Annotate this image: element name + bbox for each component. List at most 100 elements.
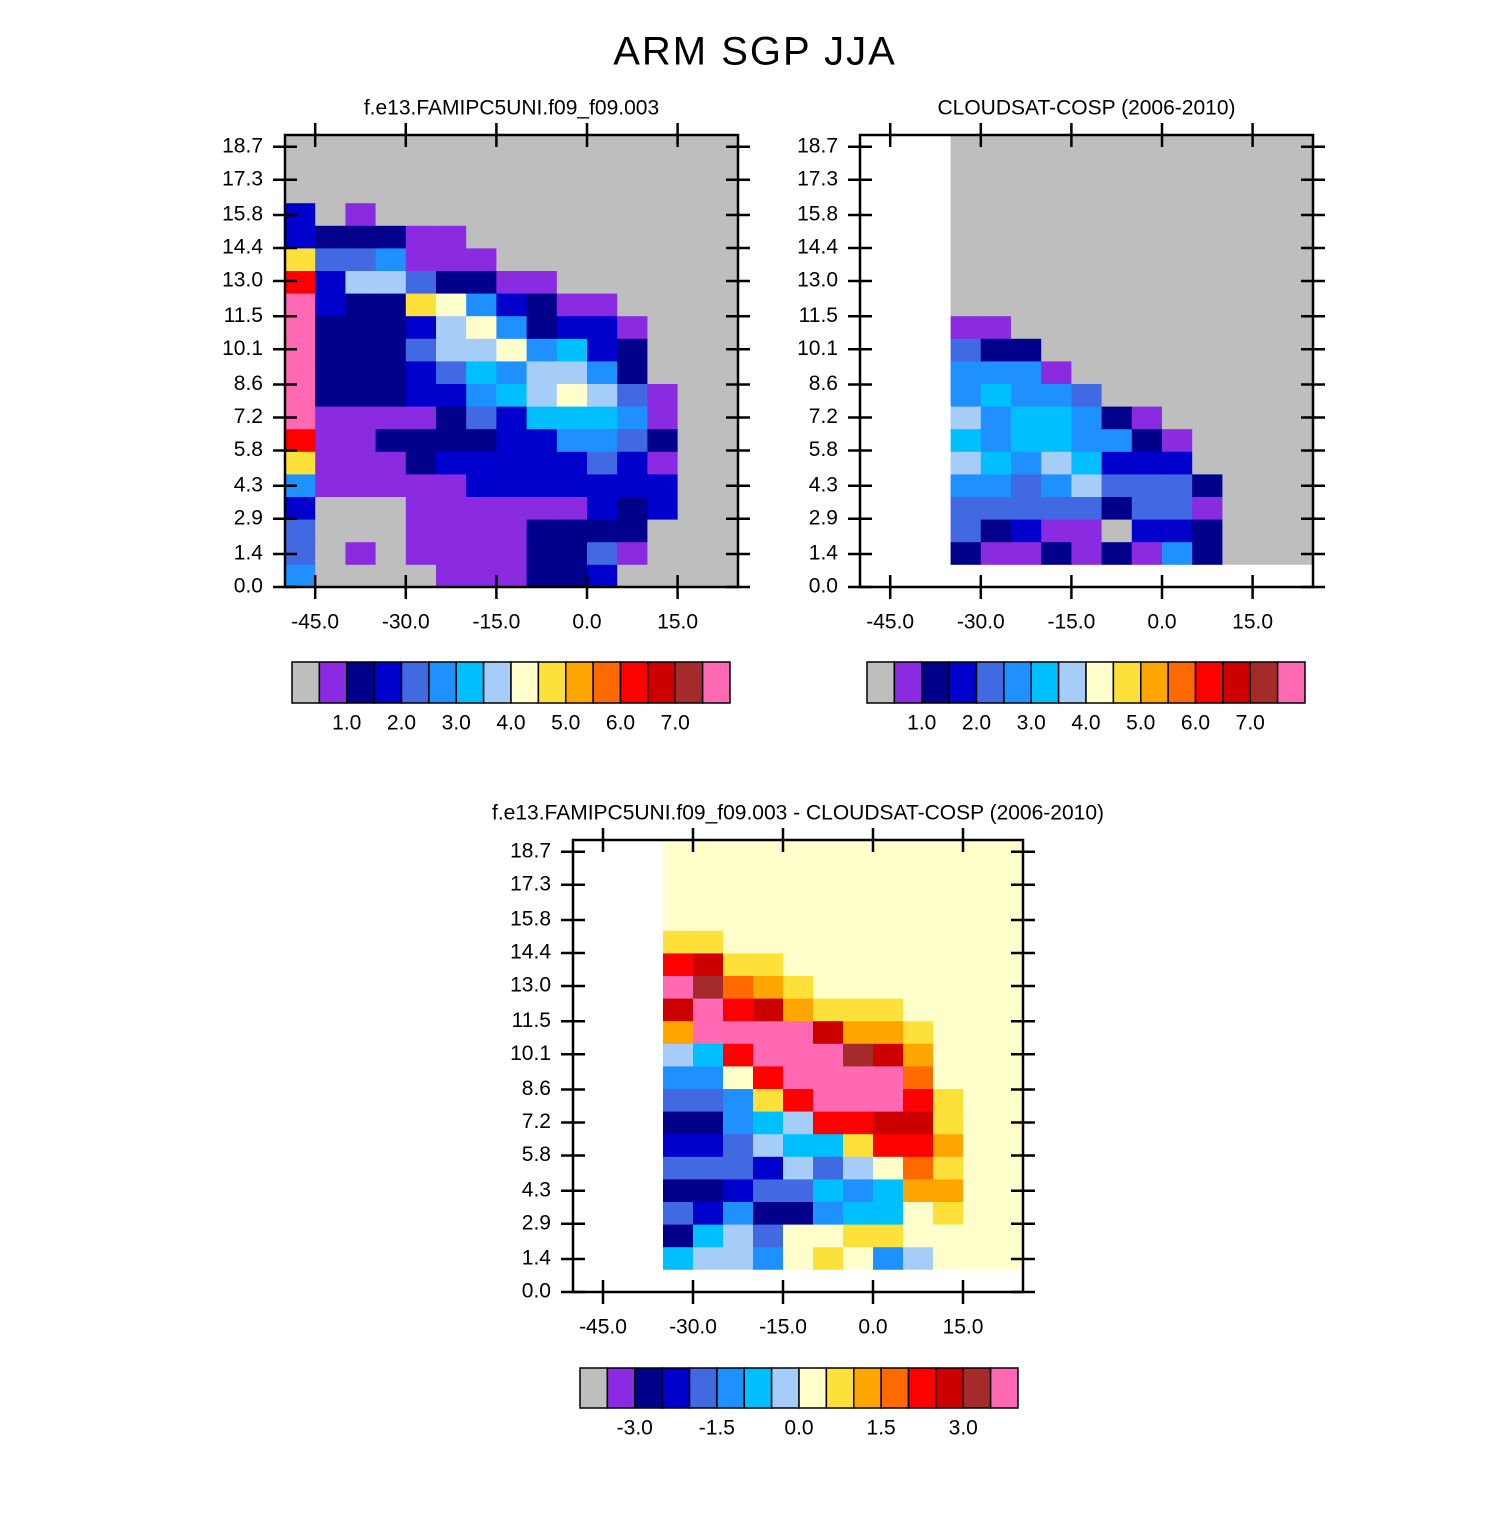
cell <box>1162 225 1193 249</box>
cell <box>873 1066 904 1089</box>
colorbar-box <box>661 1367 691 1409</box>
cell <box>963 953 994 976</box>
cell <box>345 519 376 543</box>
panel: CLOUDSAT-COSP (2006-2010) 0.0 1.4 2.9 4.3 5.8… <box>797 97 1325 735</box>
cell <box>783 930 814 954</box>
cell <box>963 975 994 999</box>
cell <box>1282 541 1314 565</box>
colorbar-box <box>907 1367 937 1409</box>
cell <box>1252 338 1284 362</box>
cell <box>723 1224 754 1248</box>
cell <box>723 1156 754 1180</box>
cell <box>813 1111 844 1135</box>
cell <box>723 1043 754 1067</box>
cell <box>345 474 376 497</box>
cell <box>693 1133 724 1157</box>
cell <box>873 998 904 1022</box>
cell <box>783 1201 814 1225</box>
colorbar-box <box>428 661 457 704</box>
cell <box>843 1179 874 1202</box>
cell <box>436 225 467 249</box>
y-tick-label: 1.4 <box>809 542 839 565</box>
cell <box>436 383 467 407</box>
colorbar-box <box>565 661 594 704</box>
cell <box>345 180 376 204</box>
y-tick-label: 11.5 <box>512 1009 551 1032</box>
colorbar-label: -1.5 <box>699 1417 735 1440</box>
cell <box>496 428 527 452</box>
cell <box>933 998 964 1022</box>
cell <box>617 180 648 204</box>
cell <box>1041 451 1072 475</box>
y-tick-label: 14.4 <box>510 941 551 964</box>
cell <box>1162 270 1193 294</box>
cell <box>1192 474 1223 497</box>
colorbar-box <box>701 661 731 704</box>
colorbar-box <box>482 661 512 704</box>
colorbar-box <box>1112 661 1142 704</box>
cell <box>723 1020 754 1044</box>
colorbar-label: 5.0 <box>551 712 580 735</box>
cell <box>933 862 964 886</box>
cell <box>843 975 874 999</box>
cell <box>663 1066 694 1089</box>
cell <box>1252 180 1284 204</box>
cell <box>587 248 618 271</box>
cell <box>1222 157 1253 181</box>
cell <box>980 451 1012 475</box>
cell <box>693 1020 724 1044</box>
cell <box>993 840 1024 863</box>
cell <box>647 428 678 452</box>
cell <box>950 361 982 384</box>
cell <box>707 157 739 181</box>
cell <box>556 383 588 407</box>
colorbar-label: 4.0 <box>496 712 525 735</box>
cell <box>1011 293 1042 317</box>
cell <box>813 1156 844 1180</box>
cell <box>933 1043 964 1067</box>
cell <box>647 541 678 565</box>
cell <box>496 496 527 520</box>
cell <box>693 907 724 931</box>
cell <box>963 998 994 1022</box>
cell <box>496 248 527 271</box>
cell <box>783 1133 814 1157</box>
cell <box>677 383 709 407</box>
colorbar-box <box>647 661 676 704</box>
cell <box>405 361 437 384</box>
cell <box>1041 361 1072 384</box>
cell <box>677 135 709 158</box>
cell <box>375 157 407 181</box>
cell <box>1041 383 1072 407</box>
cell <box>813 1066 844 1089</box>
cell <box>1222 474 1253 497</box>
cell <box>345 225 376 249</box>
cell <box>663 1201 694 1225</box>
cell <box>466 361 497 384</box>
cell <box>677 315 709 339</box>
cell <box>993 885 1024 909</box>
cell <box>933 1246 964 1270</box>
cell <box>707 474 739 497</box>
cell <box>980 248 1012 271</box>
cell <box>436 406 467 430</box>
cell <box>556 270 588 294</box>
cell <box>1192 406 1223 430</box>
cell <box>993 1020 1024 1044</box>
cell <box>375 338 407 362</box>
cell <box>1101 383 1133 407</box>
colorbar-box <box>455 661 485 704</box>
cell <box>843 1088 874 1112</box>
cell <box>963 1224 994 1248</box>
cell <box>843 1020 874 1044</box>
cell <box>663 1224 694 1248</box>
y-tick-label: 15.8 <box>222 203 263 226</box>
cell <box>707 451 739 475</box>
cell <box>663 840 694 863</box>
cell <box>693 998 724 1022</box>
cell <box>617 361 648 384</box>
cell <box>963 840 994 863</box>
x-tick-label: -15.0 <box>1047 611 1095 634</box>
cell <box>783 840 814 863</box>
cell <box>753 953 784 976</box>
